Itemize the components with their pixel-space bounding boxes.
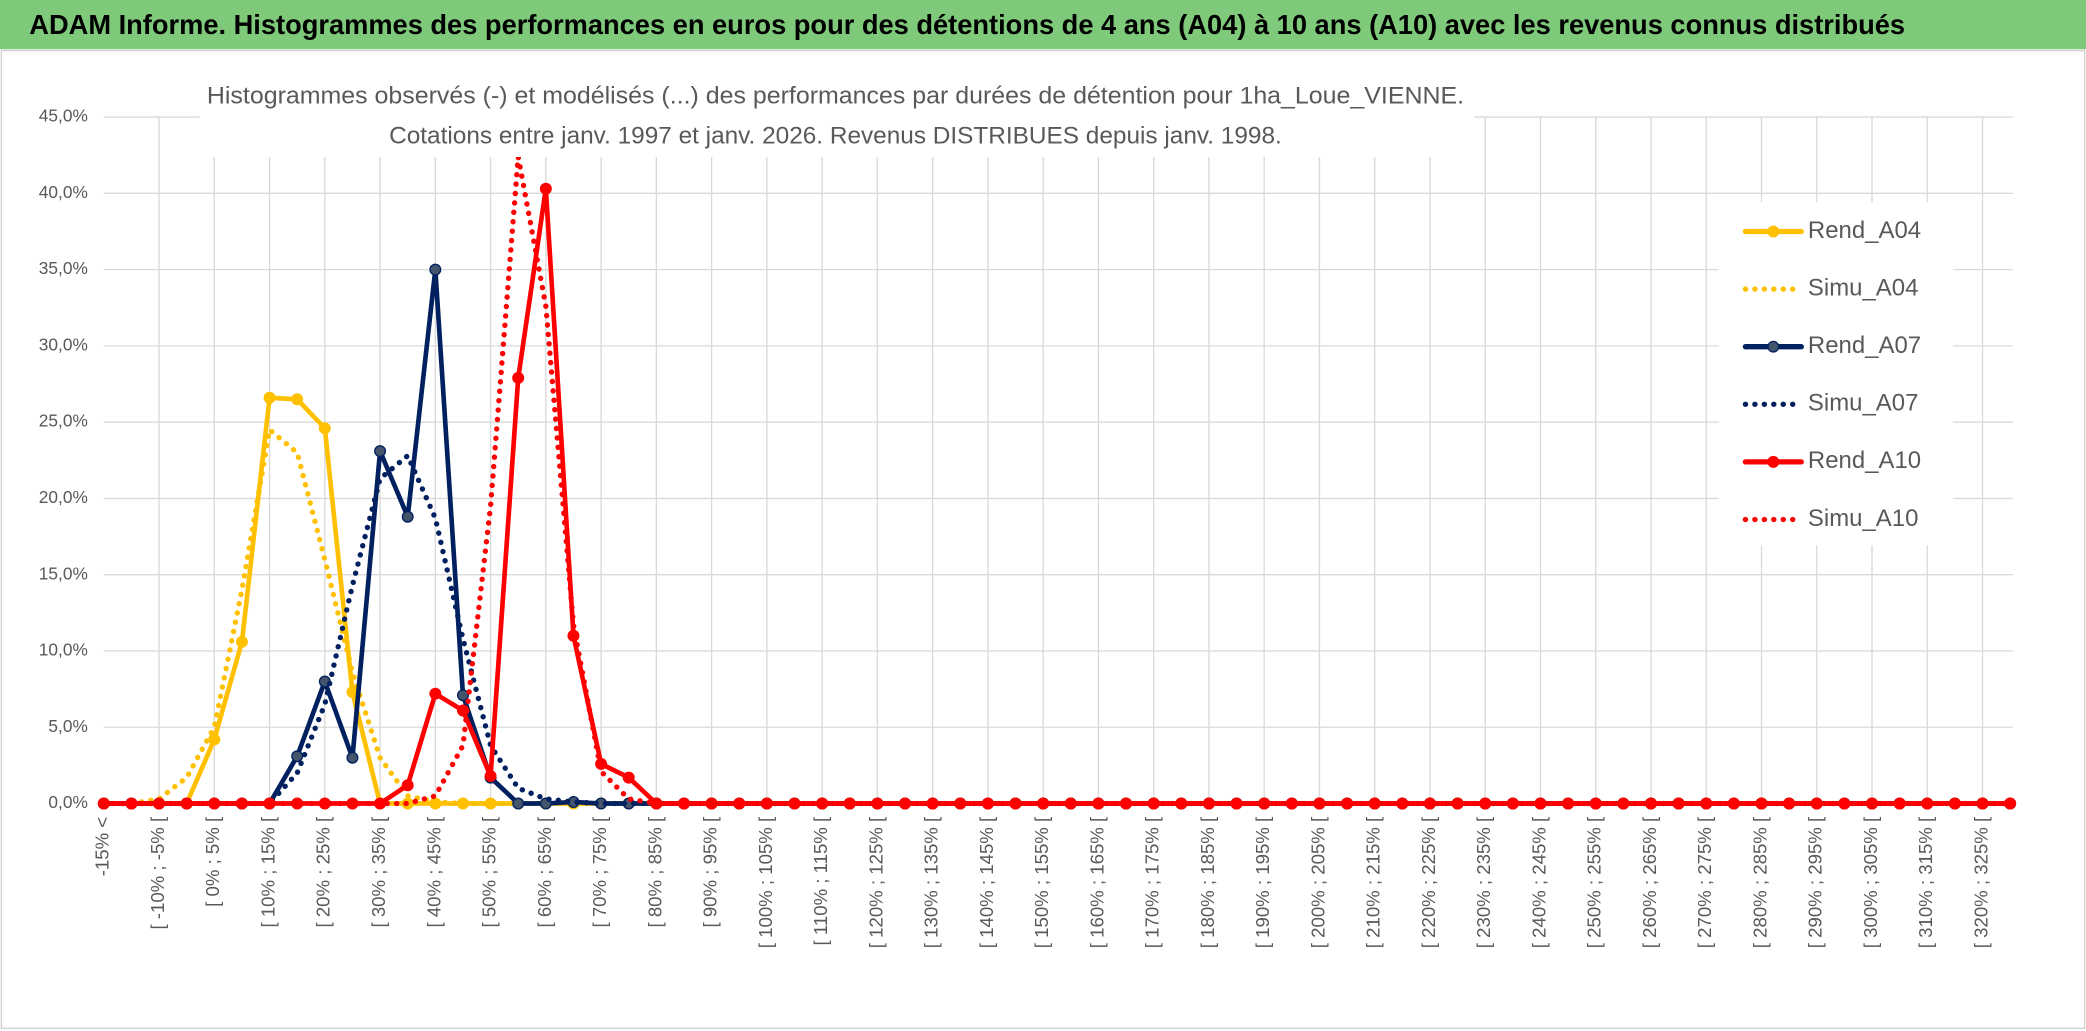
x-tick-label: [ 130% ; 135% [: [921, 816, 942, 948]
y-tick-label: 25,0%: [39, 411, 88, 431]
data-point: [429, 263, 442, 276]
x-tick-label: [ 220% ; 225% [: [1418, 816, 1439, 948]
x-tick-label: [ 50% ; 55% [: [479, 816, 500, 928]
legend-marker: [1767, 340, 1780, 353]
x-tick-label: [ 160% ; 165% [: [1086, 816, 1107, 948]
x-tick-label: [ 30% ; 35% [: [368, 816, 389, 928]
title-background: [199, 77, 1475, 157]
data-point: [429, 687, 442, 700]
x-tick-label: [ 300% ; 305% [: [1860, 816, 1881, 948]
y-tick-label: 10,0%: [39, 640, 88, 660]
legend-marker: [1767, 225, 1780, 238]
data-point: [512, 371, 525, 384]
x-tick-label: [ 210% ; 215% [: [1363, 816, 1384, 948]
data-point: [291, 393, 304, 406]
x-tick-label: [ 230% ; 235% [: [1473, 816, 1494, 948]
data-point: [401, 510, 414, 523]
legend-background: [1718, 202, 1953, 546]
legend-label: Rend_A04: [1808, 217, 1921, 244]
legend-label: Simu_A04: [1808, 274, 1918, 301]
x-tick-label: [ 10% ; 15% [: [257, 816, 278, 928]
x-tick-label: [ 40% ; 45% [: [423, 816, 444, 928]
legend-marker: [1767, 455, 1780, 468]
x-tick-label: [ 90% ; 95% [: [700, 816, 721, 928]
chart-title: Histogrammes observés (-) et modélisés (…: [207, 82, 1464, 109]
legend-label: Simu_A07: [1808, 390, 1918, 417]
y-tick-label: 15,0%: [39, 563, 88, 583]
x-tick-label: [ 110% ; 115% [: [810, 816, 831, 945]
x-tick-label: [ 140% ; 145% [: [976, 816, 997, 948]
y-tick-label: 40,0%: [39, 182, 88, 202]
x-tick-label: -15% <: [92, 817, 113, 876]
legend: Rend_A04 Simu_A04 Rend_A07 Simu_A07 Rend_A10…: [1718, 202, 1953, 546]
x-tick-label: [ 150% ; 155% [: [1031, 816, 1052, 948]
data-point: [539, 182, 552, 195]
data-point: [401, 779, 414, 792]
x-tick-label: [ -10% ; -5% [: [147, 816, 168, 930]
plot: [97, 154, 2017, 810]
x-tick-label: [ 100% ; 105% [: [755, 816, 776, 948]
data-point: [346, 751, 359, 764]
chart-subtitle: Cotations entre janv. 1997 et janv. 2026…: [389, 122, 1282, 149]
data-point: [622, 771, 635, 784]
data-point: [484, 770, 497, 783]
data-point: [512, 797, 525, 810]
x-tick-label: [ 310% ; 315% [: [1915, 816, 1936, 948]
x-tick-label: [ 170% ; 175% [: [1142, 816, 1163, 948]
x-tick-label: [ 250% ; 255% [: [1584, 816, 1605, 948]
data-point: [318, 422, 331, 435]
x-tick-label: [ 70% ; 75% [: [589, 816, 610, 928]
x-tick-label: [ 60% ; 65% [: [534, 816, 555, 928]
data-point: [235, 635, 248, 648]
series-line: [101, 154, 2013, 807]
x-tick-label: [ 20% ; 25% [: [313, 816, 334, 928]
legend-label: Rend_A10: [1808, 447, 1921, 474]
x-tick-label: [ 180% ; 185% [: [1197, 816, 1218, 948]
data-point: [456, 689, 469, 702]
y-tick-label: 45,0%: [39, 106, 88, 126]
header-title: ADAM Informe. Histogrammes des performan…: [29, 9, 1905, 40]
legend-label: Rend_A07: [1808, 332, 1921, 359]
y-tick-label: 35,0%: [39, 258, 88, 278]
chart-border: [0, 49, 2086, 1030]
y-tick-label: 0,0%: [48, 792, 87, 812]
header-bar: [0, 0, 2086, 50]
x-tick-label: [ 240% ; 245% [: [1528, 816, 1549, 948]
data-point: [263, 391, 276, 404]
x-tick-label: [ 270% ; 275% [: [1694, 816, 1715, 948]
data-point: [208, 733, 221, 746]
data-point: [374, 445, 387, 458]
x-tick-label: [ 260% ; 265% [: [1639, 816, 1660, 948]
legend-label: Simu_A10: [1808, 505, 1918, 532]
x-tick-label: [ 0% ; 5% [: [202, 816, 223, 907]
x-tick-label: [ 190% ; 195% [: [1252, 816, 1273, 948]
data-point: [291, 750, 304, 763]
x-tick-label: [ 290% ; 295% [: [1805, 816, 1826, 948]
x-tick-label: [ 120% ; 125% [: [865, 816, 886, 948]
grid: 0,0% 5,0% 10,0% 15,0% 20,0% 25,0% 30,0% 35,0% 40…: [39, 106, 2013, 948]
x-tick-label: [ 200% ; 205% [: [1307, 816, 1328, 948]
x-tick-label: [ 320% ; 325% [: [1970, 816, 1991, 948]
y-tick-label: 30,0%: [39, 334, 88, 354]
x-tick-label: [ 80% ; 85% [: [644, 816, 665, 928]
y-tick-label: 5,0%: [48, 716, 87, 736]
y-tick-label: 20,0%: [39, 487, 88, 507]
x-tick-label: [ 280% ; 285% [: [1749, 816, 1770, 948]
